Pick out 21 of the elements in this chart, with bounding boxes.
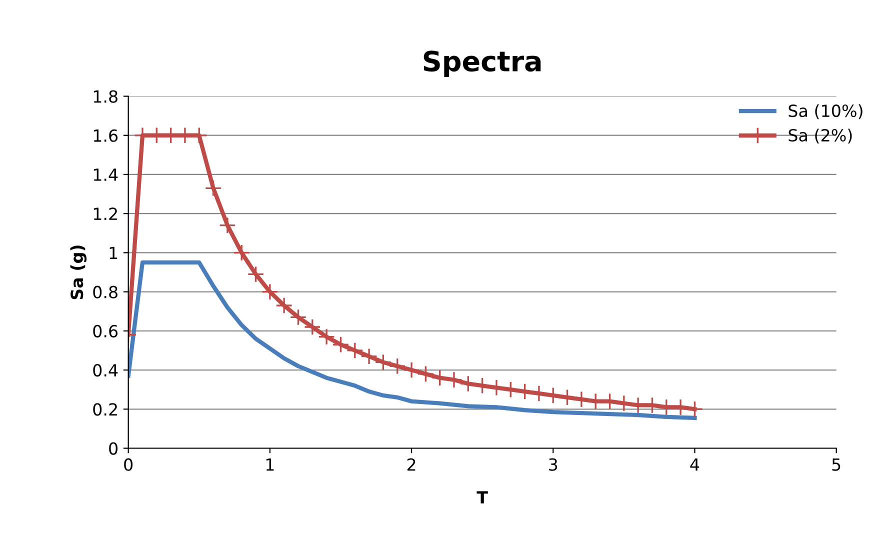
- y-tick-label: 1.8: [94, 90, 118, 103]
- x-tick-label: 4: [690, 458, 700, 471]
- x-tick-label: 5: [832, 458, 840, 471]
- y-tick-label: 1.6: [94, 129, 118, 142]
- y-tick-label: 1.4: [94, 168, 118, 181]
- x-tick-label: 2: [407, 458, 416, 471]
- x-tick-label: 3: [549, 458, 558, 471]
- legend-label: Sa (2%): [788, 128, 852, 144]
- y-tick-label: 0: [109, 442, 118, 455]
- x-axis-title: T: [476, 491, 488, 504]
- y-tick-label: 0.4: [93, 364, 118, 377]
- legend-label: Sa (10%): [788, 104, 862, 120]
- y-tick-label: 0.6: [93, 324, 118, 338]
- y-tick-label: 1: [110, 246, 118, 260]
- x-tick-label: 1: [266, 458, 274, 471]
- x-tick-label: 0: [124, 458, 133, 471]
- chart-title: Spectra: [424, 50, 541, 78]
- y-tick-label: 1.2: [94, 208, 117, 220]
- y-axis-title: Sa (g): [70, 246, 87, 300]
- y-tick-label: 0.2: [93, 403, 117, 416]
- y-tick-label: 0.8: [93, 286, 118, 298]
